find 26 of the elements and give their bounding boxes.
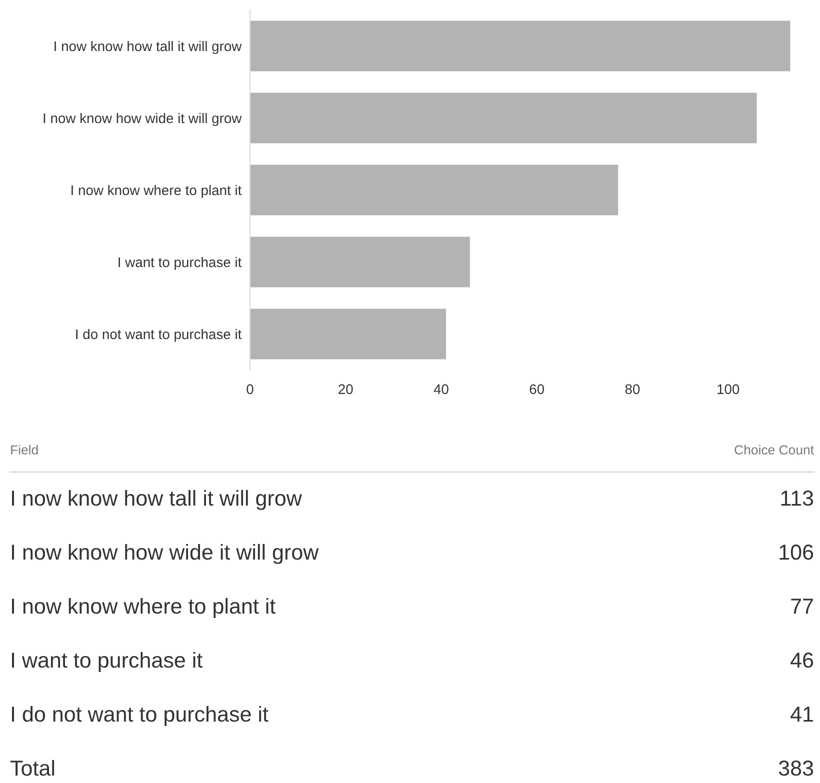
category-label: Total — [10, 760, 54, 776]
x-tick-label: 60 — [530, 384, 544, 394]
y-tick-label: I now know how wide it will grow — [44, 112, 242, 126]
bar — [250, 20, 790, 72]
x-tick-label: 80 — [625, 384, 640, 394]
y-tick-label: I now know where to plant it — [72, 184, 242, 198]
text: Choice Count — [734, 444, 814, 455]
x-tick-label: 100 — [718, 384, 740, 394]
x-tick-label: 0 — [246, 384, 254, 394]
data-label: 113 — [781, 490, 814, 506]
data-label: 41 — [790, 706, 813, 722]
data-label: 46 — [790, 652, 814, 668]
bar — [250, 164, 618, 216]
y-tick-label: I want to purchase it — [118, 256, 242, 270]
x-tick-label: 20 — [338, 384, 353, 394]
data-label: 383 — [778, 760, 814, 776]
category-label: I want to purchase it — [12, 652, 202, 672]
bar — [250, 92, 757, 144]
data-label: 77 — [791, 598, 813, 614]
x-tick-label: 40 — [434, 384, 448, 394]
bar — [250, 236, 470, 288]
text: Field — [11, 444, 38, 455]
bar — [250, 308, 446, 360]
data-label: 106 — [780, 544, 814, 560]
y-tick-label: I now know how tall it will grow — [54, 40, 242, 54]
y-tick-label: I do not want to purchase it — [76, 328, 242, 342]
